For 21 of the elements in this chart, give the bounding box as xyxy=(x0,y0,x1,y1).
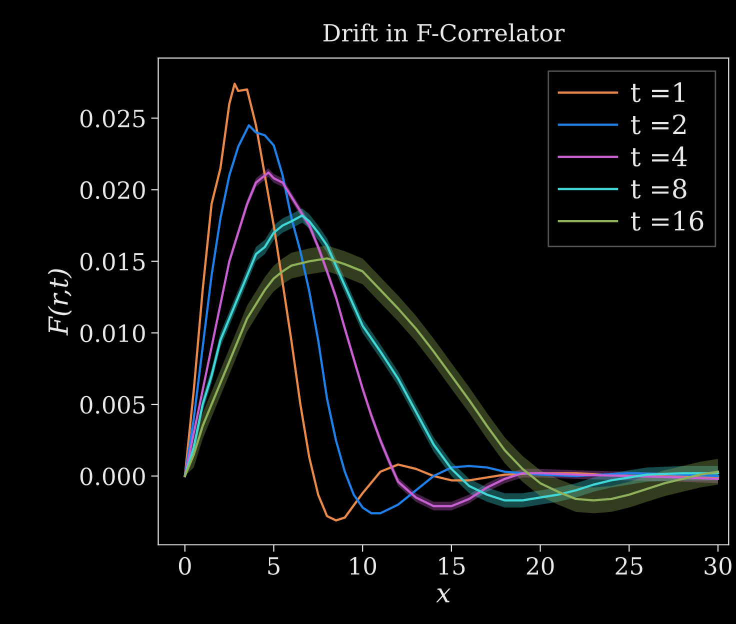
x-axis-title: x xyxy=(436,588,450,602)
legend-label: t =8 xyxy=(630,178,686,199)
y-tick-label: 0.000 xyxy=(80,467,145,486)
legend-label: t =2 xyxy=(630,114,686,134)
y-tick-label: 0.010 xyxy=(80,324,145,342)
x-tick-label: 15 xyxy=(439,556,465,575)
y-tick-label: 0.025 xyxy=(80,110,145,128)
y-axis-title: F(r,t) xyxy=(48,269,72,336)
x-tick-label: 25 xyxy=(616,556,642,575)
legend-label: t =4 xyxy=(630,146,687,166)
x-tick-label: 20 xyxy=(526,556,554,575)
y-tick-label: 0.020 xyxy=(80,181,145,200)
x-tick-label: 30 xyxy=(704,556,732,575)
y-tick-label: 0.015 xyxy=(80,252,145,271)
chart-title: Drift in F-Correlator xyxy=(323,23,565,42)
y-tick-label: 0.005 xyxy=(80,396,145,414)
x-tick-label: 0 xyxy=(178,556,191,575)
x-tick-label: 5 xyxy=(268,557,280,575)
legend-label: t =1 xyxy=(630,82,684,102)
x-tick-label: 10 xyxy=(350,556,376,575)
legend-label: t =16 xyxy=(630,210,704,231)
